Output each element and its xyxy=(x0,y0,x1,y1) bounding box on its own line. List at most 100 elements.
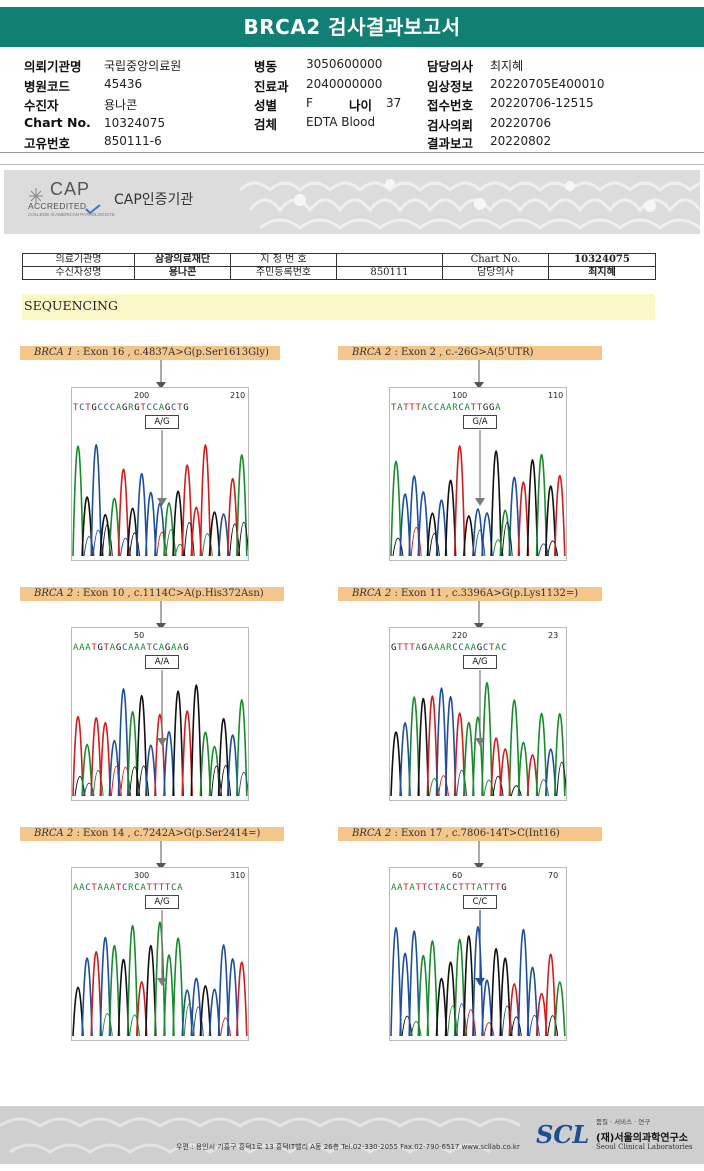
gene-name: BRCA 2 xyxy=(34,588,74,599)
chromatogram-trace xyxy=(390,910,566,1037)
chromatogram-trace xyxy=(390,670,566,797)
gene-name: BRCA 1 xyxy=(34,347,74,358)
hdr-label: Chart No. xyxy=(24,115,91,130)
hdr-value-age: 37 xyxy=(386,96,402,110)
hdr-label: 고유번호 xyxy=(24,136,71,151)
table-cell xyxy=(336,253,443,267)
hdr-label-age: 나이 xyxy=(349,98,373,113)
table-cell: 850111 xyxy=(336,266,443,280)
chromatogram-trace xyxy=(72,670,248,797)
gene-name: BRCA 2 xyxy=(34,828,74,839)
chromatogram-trace xyxy=(72,910,248,1037)
report-title: BRCA2 검사결과보고서 xyxy=(0,7,704,47)
hdr-label: 수진자 xyxy=(24,98,59,113)
hdr-value: 용나콘 xyxy=(104,98,138,112)
hdr-label: 검사의뢰 xyxy=(427,118,474,133)
table-cell: 최지혜 xyxy=(548,266,656,280)
patient-info-table: 의료기관명 삼광의료재단 지 정 번 호 Chart No. 10324075 … xyxy=(22,253,656,280)
hdr-label: 담당의사 xyxy=(427,59,474,74)
chromatogram-panel: 300 310 AACTAAATCRCATTTTCA A/G xyxy=(71,867,249,1041)
cap-accredited-text: ACCREDITED xyxy=(28,201,87,211)
hdr-value: 10324075 xyxy=(104,116,166,130)
hdr-value: F xyxy=(306,96,313,110)
hdr-value: 20220705E400010 xyxy=(490,77,605,91)
footer-tagline: 품질 · 서비스 · 연구 xyxy=(596,1118,651,1126)
hdr-label: 진료과 xyxy=(254,79,289,94)
table-cell: 담당의사 xyxy=(442,266,549,280)
footer-pattern xyxy=(0,1117,521,1154)
variant-label: BRCA 2 : Exon 11 , c.3396A>G(p.Lys1132=) xyxy=(338,587,602,601)
chromatogram-panel: 200 210 TCTGCCCAGRGTCCAGCTG A/G xyxy=(71,387,249,561)
table-row: 수신자성명 용나콘 주민등록번호 850111 담당의사 최지혜 xyxy=(22,266,656,280)
position-number: 70 xyxy=(548,871,559,880)
base-sequence: AATATTCTACCTTTATTTG xyxy=(391,883,508,893)
genotype-call: A/G xyxy=(463,655,497,669)
base-sequence: TATTTACCAARCATTGGA xyxy=(391,403,502,413)
table-cell: Chart No. xyxy=(442,253,549,267)
position-number: 310 xyxy=(230,871,246,880)
base-sequence: GTTTAGAAARCCAAGCTAC xyxy=(391,643,508,653)
cloud-pattern xyxy=(240,179,700,230)
chromatogram-trace xyxy=(72,430,248,557)
variant-label: BRCA 1 : Exon 16 , c.4837A>G(p.Ser1613Gl… xyxy=(20,346,280,360)
position-number: 300 xyxy=(134,871,150,880)
gene-name: BRCA 2 xyxy=(352,347,392,358)
cap-logo-icon xyxy=(29,188,101,215)
variant-label: BRCA 2 : Exon 14 , c.7242A>G(p.Ser2414=) xyxy=(20,827,284,841)
table-cell: 10324075 xyxy=(548,253,656,267)
pointer-arrow-icon xyxy=(156,360,166,389)
genotype-call: G/A xyxy=(463,415,497,429)
table-cell: 주민등록번호 xyxy=(230,266,337,280)
chromatogram-panel: 100 110 TATTTACCAARCATTGGA G/A xyxy=(389,387,567,561)
hdr-value: 국립중앙의료원 xyxy=(104,59,182,73)
hdr-value: EDTA Blood xyxy=(306,115,376,129)
genotype-call: C/C xyxy=(463,895,497,909)
hdr-label: 접수번호 xyxy=(427,98,474,113)
chromatogram-panel: 50 AAATGTAGCAAATCAGAAG A/A xyxy=(71,627,249,801)
hdr-value: 45436 xyxy=(104,77,143,91)
hdr-label: 검체 xyxy=(254,117,278,132)
hdr-label: 의뢰기관명 xyxy=(24,59,82,74)
position-number: 100 xyxy=(452,391,468,400)
position-number: 110 xyxy=(548,391,564,400)
variant-desc: : Exon 11 , c.3396A>G(p.Lys1132=) xyxy=(391,588,579,599)
hdr-value: 20220706 xyxy=(490,116,552,130)
position-number: 220 xyxy=(452,631,468,640)
hdr-value: 2040000000 xyxy=(306,77,383,91)
footer-org-en: Seoul Clinical Laboratories xyxy=(596,1143,693,1151)
hdr-label: 결과보고 xyxy=(427,136,474,151)
variant-label: BRCA 2 : Exon 17 , c.7806-14T>C(Int16) xyxy=(338,827,602,841)
table-cell: 의료기관명 xyxy=(22,253,135,267)
cap-org-text: COLLEGE of AMERICAN PATHOLOGISTS xyxy=(28,212,115,217)
base-sequence: AAATGTAGCAAATCAGAAG xyxy=(73,643,190,653)
hdr-value: 20220802 xyxy=(490,134,552,148)
cap-banner: CAP ACCREDITED COLLEGE of AMERICAN PATHO… xyxy=(4,170,700,234)
pointer-arrow-icon xyxy=(156,841,166,870)
table-cell: 지 정 번 호 xyxy=(230,253,337,267)
patient-header: 의뢰기관명 국립중앙의료원 병동 3050600000 담당의사 최지혜 병원코… xyxy=(0,0,704,160)
position-number: 50 xyxy=(134,631,145,640)
table-cell: 삼광의료재단 xyxy=(134,253,231,267)
variant-desc: : Exon 2 , c.-26G>A(5'UTR) xyxy=(391,347,534,358)
position-number: 60 xyxy=(452,871,463,880)
position-number: 23 xyxy=(548,631,559,640)
footer-org: (재)서울의과학연구소 xyxy=(596,1133,688,1144)
hdr-value: 최지혜 xyxy=(490,59,524,73)
genotype-call: A/A xyxy=(145,655,179,669)
hdr-value: 20220706-12515 xyxy=(490,96,594,110)
hdr-label: 성별 xyxy=(254,98,278,113)
cap-logo-text: CAP xyxy=(50,179,91,199)
chromatogram-panel: 60 70 AATATTCTACCTTTATTTG C/C xyxy=(389,867,567,1041)
scl-logo: SCL xyxy=(536,1120,590,1149)
table-row: 의료기관명 삼광의료재단 지 정 번 호 Chart No. 10324075 xyxy=(22,253,656,267)
divider xyxy=(0,164,704,165)
pointer-arrow-icon xyxy=(474,360,484,389)
table-cell: 수신자성명 xyxy=(22,266,135,280)
variant-label: BRCA 2 : Exon 10 , c.1114C>A(p.His372Asn… xyxy=(20,587,284,601)
gene-name: BRCA 2 xyxy=(352,588,392,599)
chromatogram-trace xyxy=(390,430,566,557)
section-title: SEQUENCING xyxy=(22,294,655,320)
variant-desc: : Exon 17 , c.7806-14T>C(Int16) xyxy=(391,828,560,839)
variant-desc: : Exon 16 , c.4837A>G(p.Ser1613Gly) xyxy=(73,347,269,358)
hdr-label: 병원코드 xyxy=(24,79,71,94)
